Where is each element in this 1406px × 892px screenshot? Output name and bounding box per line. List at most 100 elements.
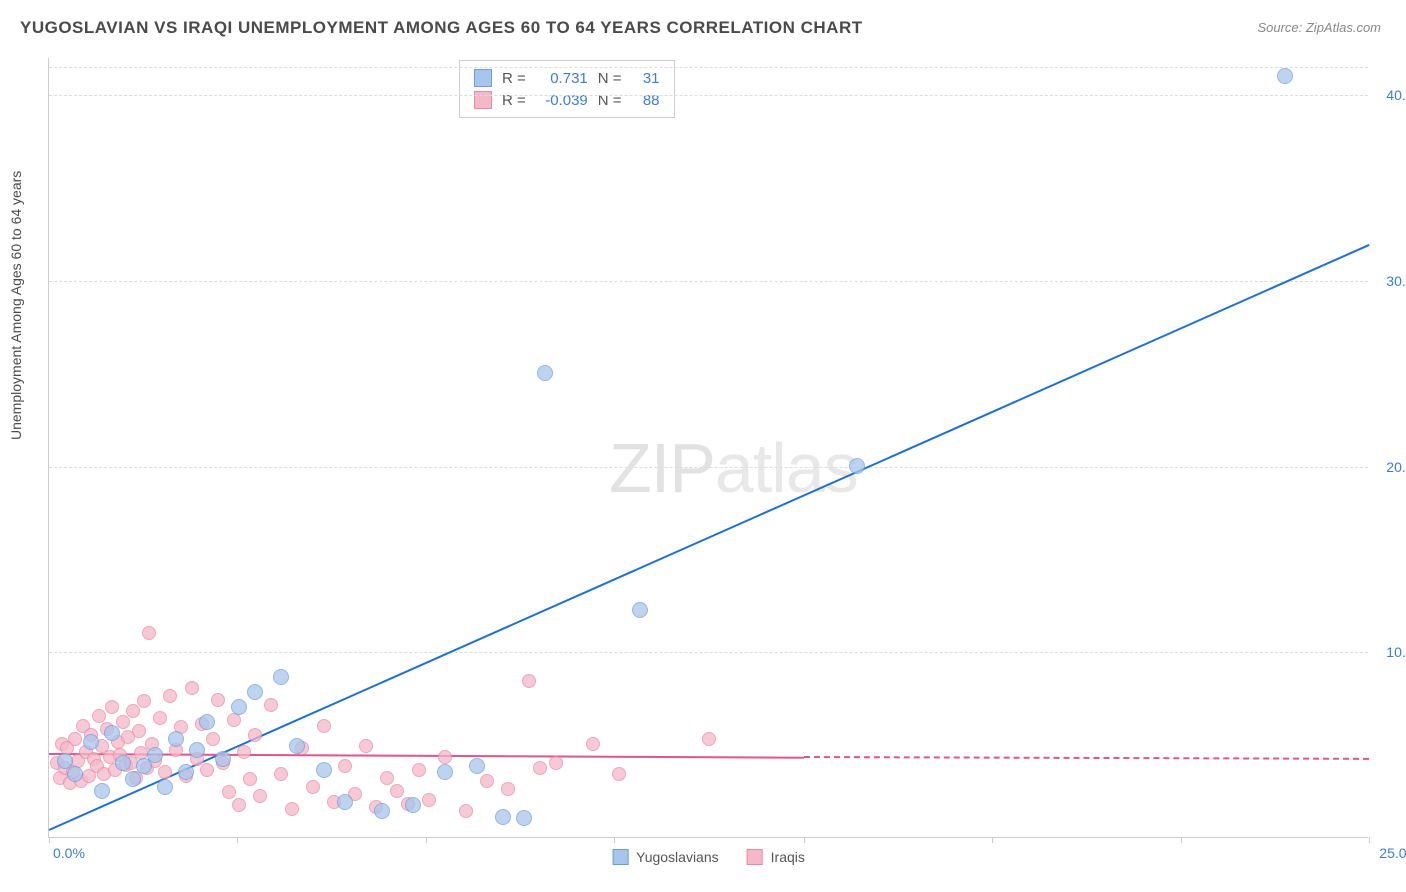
x-tick-label: 0.0% (53, 845, 85, 861)
scatter-point-iraqis (163, 689, 177, 703)
scatter-point-iraqis (533, 761, 547, 775)
scatter-point-iraqis (412, 763, 426, 777)
scatter-point-yugoslavians (632, 602, 648, 618)
stats-box: R = 0.731 N = 31 R = -0.039 N = 88 (459, 60, 675, 118)
scatter-point-iraqis (586, 737, 600, 751)
stats-swatch (474, 91, 492, 109)
stats-row: R = -0.039 N = 88 (474, 89, 660, 111)
y-axis-label: Unemployment Among Ages 60 to 64 years (8, 171, 24, 440)
scatter-point-yugoslavians (168, 731, 184, 747)
x-tick (237, 837, 238, 843)
scatter-point-iraqis (459, 804, 473, 818)
scatter-point-iraqis (200, 763, 214, 777)
n-value: 31 (632, 70, 660, 87)
scatter-point-yugoslavians (115, 755, 131, 771)
plot-area: ZIPatlas R =0.731N =31R =-0.039N =88 Yug… (48, 58, 1368, 838)
watermark-thin: atlas (715, 429, 858, 507)
x-tick (426, 837, 427, 843)
scatter-point-iraqis (390, 784, 404, 798)
y-tick-label: 10.0% (1386, 644, 1406, 660)
scatter-point-yugoslavians (247, 684, 263, 700)
stats-swatch (474, 69, 492, 87)
scatter-point-yugoslavians (147, 747, 163, 763)
legend-swatch (747, 849, 763, 865)
x-tick (1181, 837, 1182, 843)
scatter-point-yugoslavians (125, 771, 141, 787)
watermark: ZIPatlas (609, 428, 858, 508)
y-tick-label: 30.0% (1386, 273, 1406, 289)
scatter-point-iraqis (549, 756, 563, 770)
scatter-point-iraqis (153, 711, 167, 725)
scatter-point-iraqis (306, 780, 320, 794)
scatter-point-yugoslavians (289, 738, 305, 754)
gridline (49, 67, 1368, 68)
scatter-point-yugoslavians (849, 458, 865, 474)
x-tick (49, 837, 50, 843)
n-value: 88 (632, 92, 660, 109)
scatter-point-iraqis (253, 789, 267, 803)
scatter-point-yugoslavians (516, 810, 532, 826)
scatter-point-iraqis (232, 798, 246, 812)
r-label: R = (502, 70, 526, 87)
legend-label: Yugoslavians (636, 849, 719, 865)
scatter-point-iraqis (380, 771, 394, 785)
legend-label: Iraqis (771, 849, 805, 865)
scatter-point-yugoslavians (94, 783, 110, 799)
watermark-bold: ZIP (609, 429, 715, 507)
scatter-point-iraqis (68, 732, 82, 746)
scatter-point-iraqis (206, 732, 220, 746)
scatter-point-yugoslavians (67, 766, 83, 782)
scatter-point-iraqis (480, 774, 494, 788)
chart-title: YUGOSLAVIAN VS IRAQI UNEMPLOYMENT AMONG … (20, 18, 863, 38)
scatter-point-iraqis (702, 732, 716, 746)
scatter-point-yugoslavians (178, 764, 194, 780)
scatter-point-iraqis (522, 674, 536, 688)
scatter-point-iraqis (185, 681, 199, 695)
gridline (49, 467, 1368, 468)
x-tick-label: 25.0% (1379, 845, 1406, 861)
scatter-point-yugoslavians (83, 734, 99, 750)
scatter-point-iraqis (264, 698, 278, 712)
stats-row: R = 0.731 N = 31 (474, 67, 660, 89)
legend: Yugoslavians Iraqis (612, 849, 805, 865)
scatter-point-iraqis (243, 772, 257, 786)
scatter-point-yugoslavians (374, 803, 390, 819)
scatter-point-yugoslavians (199, 714, 215, 730)
scatter-point-iraqis (158, 765, 172, 779)
trend-line-dashed (804, 756, 1369, 760)
scatter-point-yugoslavians (104, 725, 120, 741)
scatter-point-iraqis (137, 694, 151, 708)
legend-item: Iraqis (747, 849, 805, 865)
scatter-point-yugoslavians (469, 758, 485, 774)
r-value: -0.039 (536, 92, 588, 109)
scatter-point-iraqis (248, 728, 262, 742)
scatter-point-iraqis (132, 724, 146, 738)
scatter-point-iraqis (142, 626, 156, 640)
scatter-point-iraqis (438, 750, 452, 764)
n-label: N = (598, 92, 622, 109)
n-label: N = (598, 70, 622, 87)
scatter-point-yugoslavians (316, 762, 332, 778)
scatter-point-iraqis (338, 759, 352, 773)
scatter-point-iraqis (92, 709, 106, 723)
scatter-point-yugoslavians (189, 742, 205, 758)
scatter-point-iraqis (211, 693, 225, 707)
scatter-point-iraqis (227, 713, 241, 727)
legend-swatch (612, 849, 628, 865)
x-tick (614, 837, 615, 843)
scatter-point-iraqis (222, 785, 236, 799)
scatter-point-iraqis (237, 745, 251, 759)
source-label: Source: ZipAtlas.com (1257, 20, 1381, 35)
scatter-point-yugoslavians (537, 365, 553, 381)
r-value: 0.731 (536, 70, 588, 87)
scatter-point-iraqis (285, 802, 299, 816)
x-tick (1369, 837, 1370, 843)
y-tick-label: 40.0% (1386, 87, 1406, 103)
scatter-point-yugoslavians (495, 809, 511, 825)
scatter-point-yugoslavians (215, 751, 231, 767)
r-label: R = (502, 92, 526, 109)
scatter-point-yugoslavians (1277, 68, 1293, 84)
scatter-point-yugoslavians (337, 794, 353, 810)
scatter-point-yugoslavians (273, 669, 289, 685)
x-tick (804, 837, 805, 843)
